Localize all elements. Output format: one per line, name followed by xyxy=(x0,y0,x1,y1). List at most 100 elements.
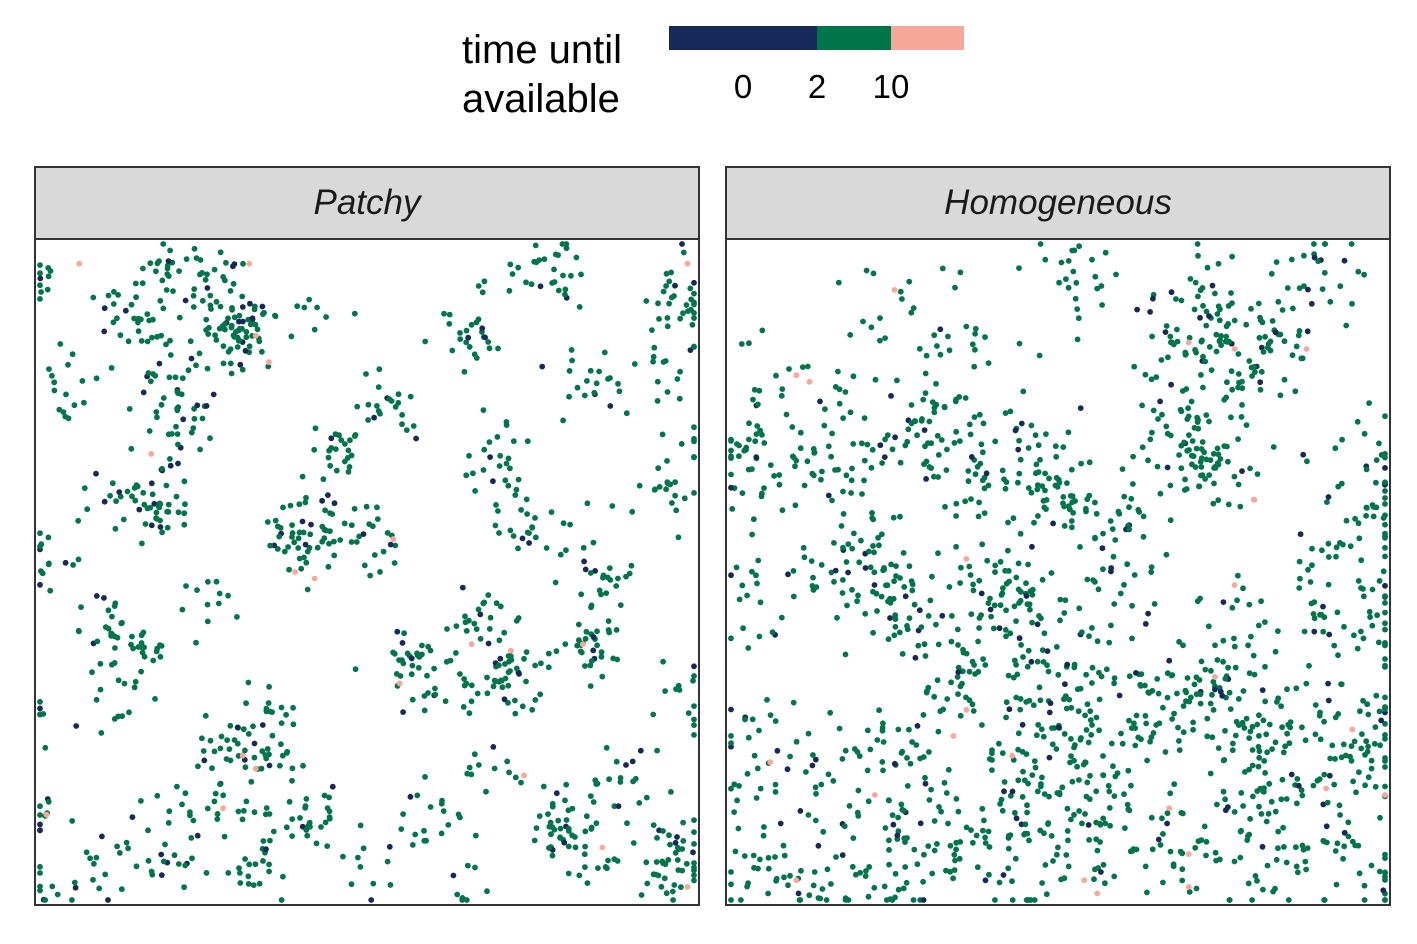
data-point-1092 xyxy=(1062,681,1068,688)
data-point-1730 xyxy=(1380,887,1387,894)
data-point-1232 xyxy=(630,840,637,846)
data-point-121 xyxy=(105,292,112,299)
data-point-764 xyxy=(1036,613,1042,619)
data-point-255 xyxy=(466,344,473,350)
data-point-1676 xyxy=(1160,879,1166,886)
data-point-45 xyxy=(1308,300,1315,307)
data-point-238 xyxy=(506,287,513,294)
data-point-749 xyxy=(991,602,998,609)
data-point-571 xyxy=(1061,523,1068,529)
data-point-399 xyxy=(345,447,352,454)
data-point-790 xyxy=(1108,622,1114,629)
data-point-382 xyxy=(1198,472,1204,479)
data-point-1312 xyxy=(772,718,779,724)
data-point-654 xyxy=(109,613,115,620)
data-point-1131 xyxy=(266,868,272,875)
data-point-1629 xyxy=(780,842,787,849)
data-point-1769 xyxy=(824,866,831,873)
data-point-1659 xyxy=(982,877,989,884)
data-point-60 xyxy=(573,254,580,261)
data-point-62 xyxy=(1315,258,1322,265)
data-point-725 xyxy=(1007,630,1014,637)
data-point-1234 xyxy=(1364,701,1371,708)
data-point-390 xyxy=(1198,446,1205,452)
data-point-1138 xyxy=(237,870,243,876)
data-point-339 xyxy=(190,425,197,431)
data-point-915 xyxy=(1367,614,1373,620)
data-point-1212 xyxy=(118,886,125,893)
data-point-959 xyxy=(89,669,95,676)
data-point-313 xyxy=(1188,398,1195,405)
data-point-1186 xyxy=(678,884,684,890)
data-point-189 xyxy=(249,315,256,322)
data-point-1106 xyxy=(680,819,686,826)
data-point-89 xyxy=(664,323,671,330)
data-point-531 xyxy=(1053,453,1060,460)
data-point-1465 xyxy=(1262,770,1268,776)
data-point-957 xyxy=(740,625,746,632)
data-point-719 xyxy=(1057,617,1063,624)
data-point-498 xyxy=(81,485,88,491)
data-point-1401 xyxy=(1067,759,1073,766)
data-point-460 xyxy=(331,538,337,545)
data-point-pink-1777 xyxy=(1185,339,1192,346)
data-point-1404 xyxy=(1106,805,1113,811)
data-point-848 xyxy=(685,710,692,716)
data-point-404 xyxy=(797,429,804,436)
data-point-1099 xyxy=(691,817,697,823)
data-point-25 xyxy=(1036,352,1043,359)
data-point-714 xyxy=(459,584,466,591)
data-point-615 xyxy=(1370,513,1377,520)
data-point-368 xyxy=(1183,486,1190,492)
data-point-680 xyxy=(832,567,839,574)
data-point-795 xyxy=(484,690,491,697)
data-point-985 xyxy=(239,816,246,823)
data-point-928 xyxy=(611,803,618,810)
data-point-1168 xyxy=(1249,723,1256,730)
data-point-779 xyxy=(1027,606,1033,613)
data-point-867 xyxy=(126,709,132,716)
data-point-761 xyxy=(970,581,976,588)
data-point-377 xyxy=(399,412,405,418)
data-point-1213 xyxy=(1288,771,1295,778)
data-point-1441 xyxy=(1207,770,1214,777)
data-point-436 xyxy=(664,458,670,464)
data-point-735 xyxy=(598,653,605,660)
data-point-218 xyxy=(144,338,151,345)
data-point-263 xyxy=(835,368,841,375)
data-point-804 xyxy=(1131,572,1138,578)
data-point-1245 xyxy=(1382,783,1388,790)
data-point-1200 xyxy=(1299,792,1306,799)
data-point-1082 xyxy=(1164,694,1171,701)
data-point-254 xyxy=(471,351,478,358)
data-point-934 xyxy=(613,758,620,765)
data-point-1364 xyxy=(1029,772,1036,778)
data-point-1673 xyxy=(1129,848,1136,854)
data-point-801 xyxy=(1039,647,1046,653)
data-point-1221 xyxy=(37,870,43,876)
data-point-284 xyxy=(957,438,963,444)
data-point-353 xyxy=(1238,414,1245,420)
data-point-281 xyxy=(1017,456,1024,463)
data-point-1013 xyxy=(303,796,310,802)
data-point-22 xyxy=(1070,268,1077,275)
data-point-1225 xyxy=(37,863,43,870)
data-point-870 xyxy=(97,686,104,693)
data-point-848 xyxy=(935,641,942,648)
data-point-1192 xyxy=(672,849,679,856)
data-point-1081 xyxy=(557,825,564,832)
data-point-380 xyxy=(333,467,340,474)
data-point-861 xyxy=(115,677,122,684)
data-point-555 xyxy=(1108,568,1114,575)
data-point-125 xyxy=(111,288,117,295)
data-point-1084 xyxy=(1176,747,1183,753)
data-point-968 xyxy=(954,674,961,680)
data-point-591 xyxy=(1382,553,1388,560)
data-point-1043 xyxy=(1071,664,1078,671)
data-point-432 xyxy=(659,431,666,438)
data-point-1212 xyxy=(1372,783,1379,790)
data-point-981 xyxy=(920,712,927,718)
data-point-9 xyxy=(202,276,209,283)
data-point-278 xyxy=(631,361,638,367)
data-point-1029 xyxy=(1047,700,1054,707)
